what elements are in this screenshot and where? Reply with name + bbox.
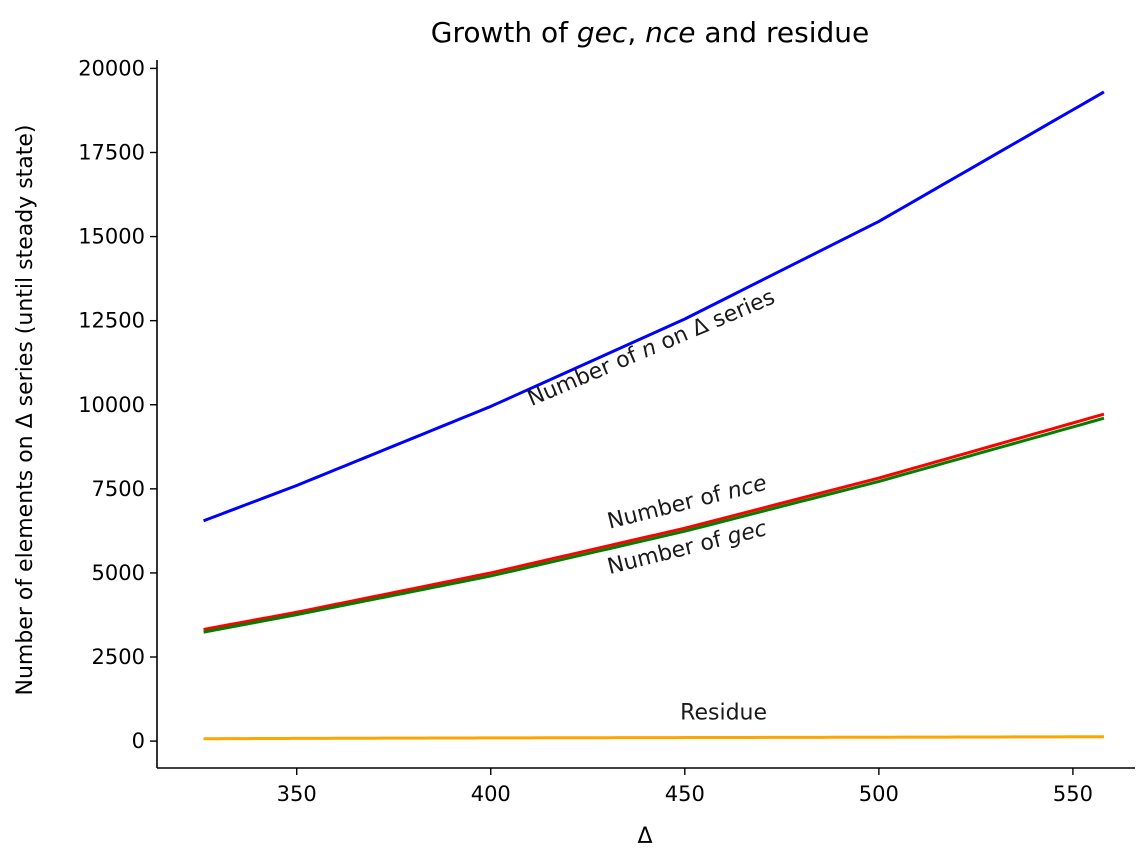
x-tick-label: 500 [859, 782, 899, 806]
annotation-n-part-0: Number of [524, 341, 648, 412]
y-tick-label: 15000 [78, 225, 145, 249]
y-tick-label: 7500 [92, 477, 145, 501]
chart-title-sep: , [627, 16, 645, 49]
x-tick-label: 350 [277, 782, 317, 806]
annotation-n: Number of n on Δ series [524, 285, 779, 412]
series-layer [203, 90, 1105, 741]
x-axis-label: Δ [637, 824, 652, 849]
annotation-gec-part-1: gec [725, 516, 769, 550]
y-axis-label: Number of elements on Δ series (until st… [13, 124, 38, 695]
series-line-nce [203, 412, 1105, 631]
chart-title-gec: gec [577, 16, 628, 49]
annotation-residue-part-0: Residue [680, 701, 767, 726]
y-tick-label: 20000 [78, 56, 145, 80]
y-tick-label: 17500 [78, 140, 145, 164]
chart-title-prefix: Growth of [431, 16, 577, 49]
annotation-residue: Residue [680, 701, 767, 726]
y-tick-label: 10000 [78, 393, 145, 417]
chart-title-suffix: and residue [696, 16, 870, 49]
y-tick-label: 0 [132, 729, 145, 753]
annotation-nce-part-1: nce [725, 471, 769, 505]
series-line-n [203, 90, 1105, 523]
y-tick-label: 5000 [92, 561, 145, 585]
annotation-n-part-2: on Δ series [650, 285, 778, 358]
x-tick-label: 550 [1053, 782, 1093, 806]
x-tick-label: 450 [665, 782, 705, 806]
chart-title: Growth of gec, nce and residue [431, 16, 869, 49]
annotation-nce-part-0: Number of [605, 480, 731, 534]
series-line-residue [203, 735, 1104, 741]
y-tick-label: 2500 [92, 645, 145, 669]
series-line-gec [203, 416, 1105, 634]
axes-layer: 350 400 450 500 550 0 2500 5000 7500 10000 12500 15… [78, 56, 1135, 806]
chart-title-nce: nce [645, 16, 695, 49]
x-tick-label: 400 [471, 782, 511, 806]
y-tick-label: 12500 [78, 309, 145, 333]
